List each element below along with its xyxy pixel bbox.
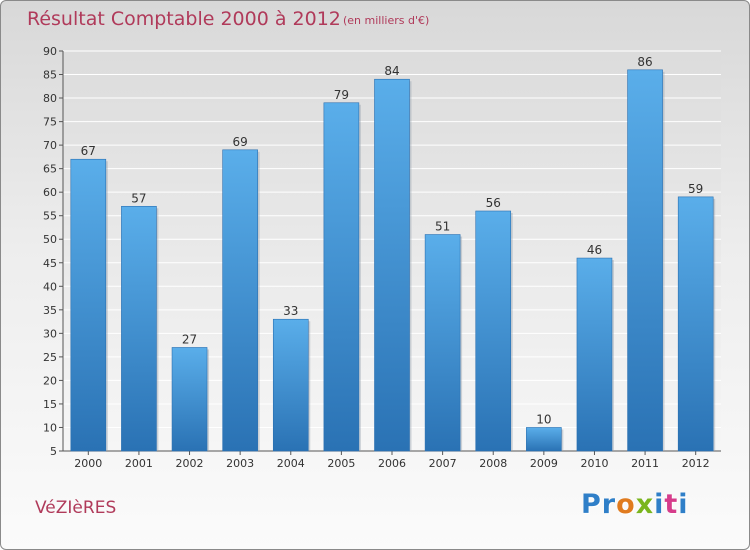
y-tick-label: 85	[43, 69, 57, 82]
chart-title: Résultat Comptable 2000 à 2012	[27, 8, 341, 30]
logo-letter: x	[635, 489, 655, 520]
y-tick-label: 40	[43, 280, 57, 293]
x-tick-label: 2006	[378, 457, 406, 470]
y-tick-label: 50	[43, 233, 57, 246]
y-tick-label: 10	[43, 421, 57, 434]
value-label: 57	[131, 191, 146, 205]
bar-2009[interactable]	[526, 427, 562, 452]
y-tick-label: 5	[50, 445, 57, 458]
x-tick-label: 2004	[277, 457, 305, 470]
y-tick-label: 60	[43, 186, 57, 199]
y-tick-label: 55	[43, 210, 57, 223]
x-tick-label: 2010	[580, 457, 608, 470]
value-label: 84	[384, 64, 399, 78]
bar-2012[interactable]	[677, 196, 714, 452]
bar-2006[interactable]	[374, 78, 410, 452]
bar-2002[interactable]	[171, 347, 208, 452]
value-label: 59	[688, 182, 703, 196]
logo-letter: P	[581, 489, 602, 520]
y-tick-label: 80	[43, 92, 57, 105]
y-tick-label: 65	[43, 163, 57, 176]
logo-letter: t	[664, 489, 679, 520]
x-tick-label: 2001	[125, 457, 153, 470]
y-tick-label: 20	[43, 374, 57, 387]
value-label: 69	[233, 135, 248, 149]
chart-subtitle: (en milliers d'€)	[343, 14, 430, 27]
x-tick-label: 2002	[176, 457, 204, 470]
x-tick-label: 2009	[530, 457, 558, 470]
x-tick-label: 2007	[429, 457, 457, 470]
logo-letter: i	[678, 489, 689, 520]
bar-2001[interactable]	[121, 205, 157, 452]
x-tick-label: 2012	[682, 457, 710, 470]
x-tick-label: 2003	[226, 457, 254, 470]
bar-2010[interactable]	[576, 257, 613, 452]
logo-letter: o	[616, 489, 636, 520]
value-label: 56	[486, 196, 501, 210]
bar-2007[interactable]	[424, 234, 461, 452]
bar-2005[interactable]	[323, 102, 360, 452]
logo-letter: i	[654, 489, 665, 520]
y-tick-label: 25	[43, 351, 57, 364]
bar-2003[interactable]	[222, 149, 258, 452]
x-tick-label: 2008	[479, 457, 507, 470]
value-label: 33	[283, 304, 298, 318]
value-label: 27	[182, 332, 197, 346]
logo-letter: r	[601, 489, 617, 520]
y-tick-label: 75	[43, 116, 57, 129]
bar-2000[interactable]	[70, 158, 107, 452]
x-tick-label: 2005	[327, 457, 355, 470]
y-tick-label: 70	[43, 139, 57, 152]
bar-2004[interactable]	[272, 318, 309, 452]
value-label: 46	[587, 243, 602, 257]
bars	[70, 69, 716, 452]
y-tick-label: 90	[43, 45, 57, 58]
value-label: 67	[81, 144, 96, 158]
x-tick-label: 2000	[74, 457, 102, 470]
bar-2011[interactable]	[627, 69, 663, 452]
value-label: 51	[435, 220, 450, 234]
y-tick-label: 45	[43, 257, 57, 270]
value-label: 79	[334, 88, 349, 102]
bar-2008[interactable]	[475, 210, 512, 452]
y-tick-label: 35	[43, 304, 57, 317]
commune-name: VéZIèRES	[35, 498, 117, 518]
x-tick-label: 2011	[631, 457, 659, 470]
value-label: 10	[536, 412, 551, 426]
y-tick-label: 30	[43, 327, 57, 340]
labels: 5 10 15 20 25 30 35 40 45 50 55 60 65 70 75 80 85 90 2000 6…	[43, 45, 710, 470]
y-tick-label: 15	[43, 398, 57, 411]
value-label: 86	[637, 55, 652, 69]
proxiti-logo[interactable]: Proxiti	[581, 489, 689, 520]
